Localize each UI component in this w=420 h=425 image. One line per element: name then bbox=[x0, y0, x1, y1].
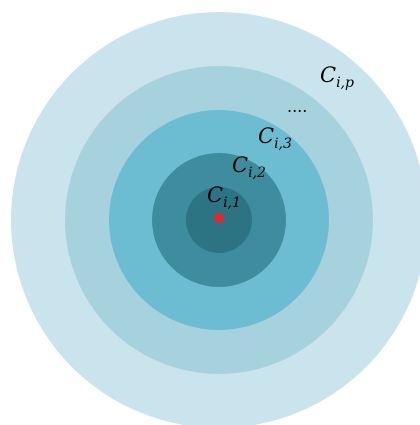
label-c-i-1: Ci,1 bbox=[207, 183, 241, 211]
label-c-i-3: Ci,3 bbox=[258, 124, 292, 152]
label-ellipsis: .... bbox=[287, 97, 307, 116]
center-point bbox=[214, 213, 224, 223]
label-c-i-p: Ci,p bbox=[320, 63, 354, 91]
label-c-i-2: Ci,2 bbox=[232, 153, 266, 181]
